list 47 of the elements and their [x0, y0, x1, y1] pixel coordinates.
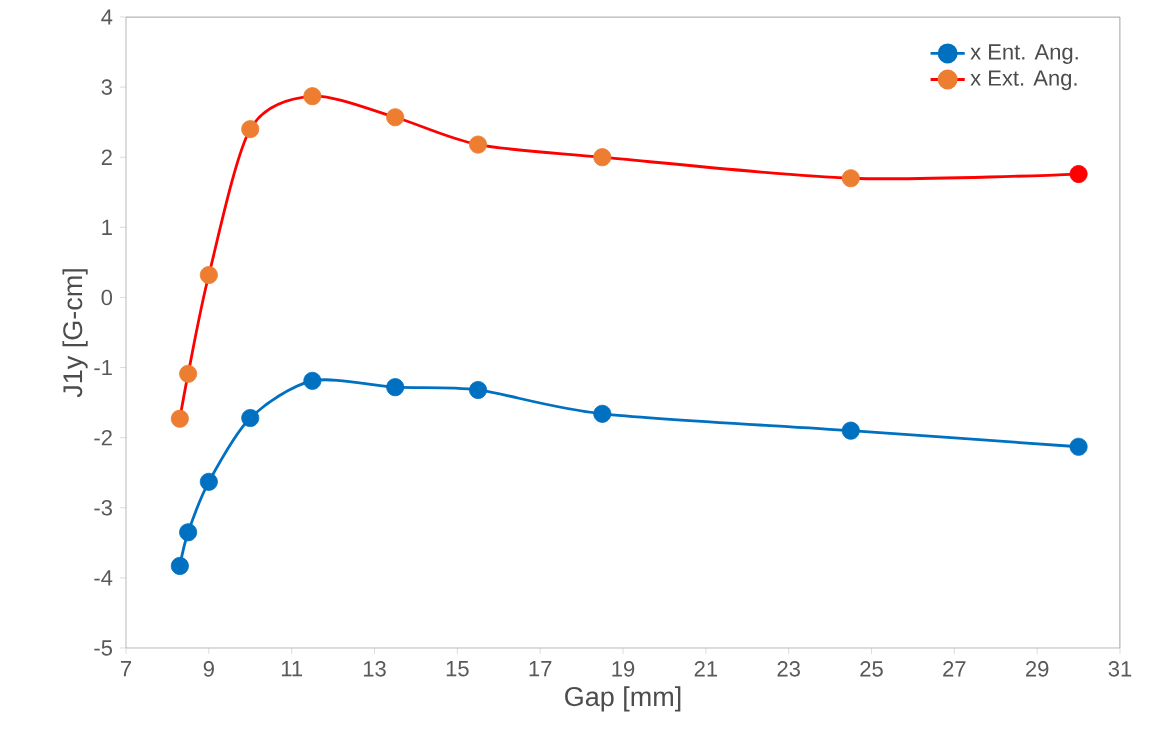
x-axis-title: Gap [mm] — [565, 686, 681, 712]
point — [593, 148, 612, 167]
y-axis-title: J1y [G-cm] — [62, 269, 88, 398]
point — [303, 87, 322, 106]
point — [386, 378, 405, 397]
x-tick-label: 17 — [529, 661, 552, 677]
point — [469, 135, 488, 154]
y-tick-label: 2 — [101, 149, 112, 165]
y-tick-label: 0 — [101, 289, 113, 306]
y-tick-label: 3 — [101, 79, 112, 95]
point — [241, 409, 260, 428]
point — [241, 120, 260, 139]
point — [386, 108, 405, 127]
x-tick-label: 25 — [860, 661, 883, 677]
x-tick-label: 23 — [777, 661, 800, 677]
x-tick-label: 27 — [943, 661, 966, 677]
y-tick-label: -1 — [94, 359, 112, 376]
x-tick-label: 15 — [446, 661, 469, 677]
point — [841, 169, 860, 188]
point — [1069, 165, 1088, 184]
x-tick-label: 31 — [1108, 661, 1132, 677]
legend-label: x Ent. Ang. — [970, 44, 1078, 64]
point — [469, 380, 488, 399]
x-tick-label: 9 — [203, 661, 214, 677]
point — [841, 421, 860, 440]
point — [593, 404, 612, 423]
x-tick-label: 13 — [363, 661, 386, 677]
y-tick-label: -5 — [94, 640, 112, 656]
y-tick-label: 1 — [102, 219, 112, 235]
x-tick-label: 11 — [281, 661, 303, 677]
point — [179, 364, 198, 383]
x-tick-label: 19 — [612, 661, 635, 677]
y-tick-label: -3 — [94, 500, 112, 516]
point — [170, 556, 189, 575]
point — [199, 472, 218, 491]
point — [199, 266, 218, 284]
point — [303, 371, 322, 390]
y-tick-label: -4 — [94, 570, 113, 586]
point — [170, 409, 189, 428]
x-tick-label: 21 — [694, 661, 717, 677]
x-tick-label: 29 — [1026, 661, 1049, 677]
point — [1069, 437, 1088, 456]
point — [179, 523, 198, 542]
y-tick-label: -2 — [94, 429, 112, 446]
y-tick-label: 4 — [101, 9, 113, 25]
legend-label: x Ext. Ang. — [970, 70, 1077, 91]
x-tick-label: 7 — [121, 661, 132, 677]
